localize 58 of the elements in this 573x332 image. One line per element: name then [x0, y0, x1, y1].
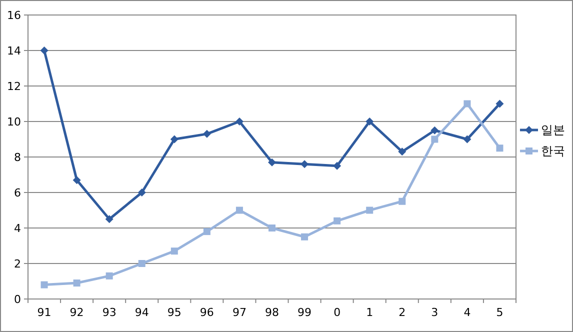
- legend-item: 한국: [520, 144, 565, 158]
- point: [334, 217, 341, 224]
- point: [72, 176, 81, 184]
- point: [464, 100, 471, 108]
- point: [333, 162, 342, 170]
- point: [170, 248, 178, 255]
- x-tick-label: 4: [464, 306, 471, 319]
- x-tick-label: 91: [37, 306, 52, 319]
- point: [398, 148, 406, 156]
- point: [366, 206, 374, 214]
- ytick: 12: [7, 80, 21, 93]
- point: [105, 215, 114, 224]
- point: [138, 188, 146, 196]
- point: [301, 233, 308, 240]
- point: [40, 46, 48, 54]
- ytick: 6: [14, 186, 21, 200]
- x-tick-label: 92: [70, 306, 84, 319]
- legend-label: 한국: [541, 144, 565, 158]
- x-tick-label: 0: [334, 306, 341, 319]
- x-tick-label: 99: [298, 306, 312, 319]
- ytick: 14: [7, 44, 21, 58]
- point: [366, 118, 374, 126]
- point: [496, 100, 504, 108]
- ytick: 2: [14, 258, 21, 270]
- x-tick-label: 2: [398, 306, 406, 319]
- point: [268, 158, 276, 166]
- x-tick-label: 3: [431, 306, 438, 319]
- ytick: 8: [14, 151, 21, 164]
- point: [202, 130, 211, 138]
- point: [203, 228, 210, 236]
- point: [496, 144, 504, 152]
- ytick: 10: [7, 116, 21, 128]
- x-tick-label: 5: [496, 306, 504, 319]
- legend-label: 일본: [541, 123, 565, 137]
- ytick: 16: [7, 9, 21, 22]
- x-tick-label: 93: [102, 306, 116, 319]
- point: [73, 280, 80, 287]
- point: [138, 260, 146, 267]
- point: [40, 281, 48, 288]
- x-tick-label: 98: [265, 306, 279, 319]
- point: [430, 126, 439, 134]
- point: [431, 136, 438, 143]
- point: [236, 206, 243, 214]
- x-tick-label: 94: [134, 306, 149, 319]
- x-tick-label: 1: [366, 306, 374, 319]
- ytick: 0: [14, 293, 21, 306]
- point: [398, 198, 406, 205]
- x-tick-label: 96: [200, 306, 214, 319]
- ytick: 4: [14, 222, 21, 235]
- point: [268, 224, 276, 232]
- point: [463, 135, 472, 144]
- point: [106, 272, 113, 280]
- x-tick-label: 97: [232, 306, 246, 319]
- point: [170, 135, 178, 144]
- point: [235, 118, 244, 126]
- legend-item: 일본: [520, 123, 565, 137]
- point: [300, 160, 309, 168]
- x-tick-label: 95: [167, 306, 182, 319]
